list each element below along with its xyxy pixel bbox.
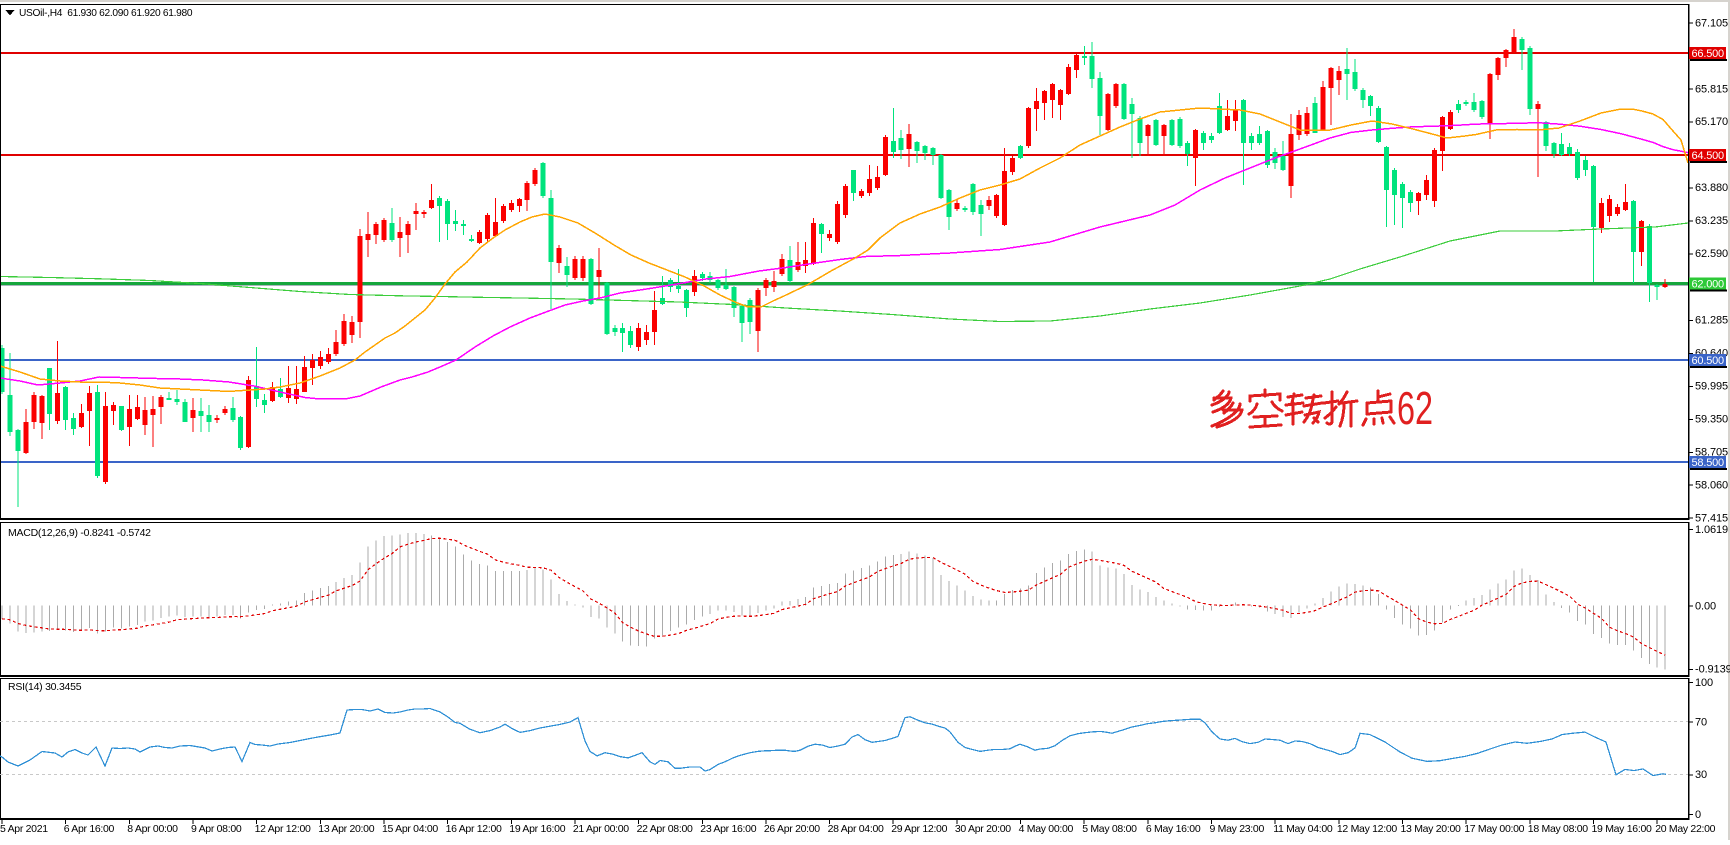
svg-text:58.705: 58.705: [1695, 447, 1728, 459]
svg-text:0.00: 0.00: [1695, 600, 1716, 612]
svg-text:12 Apr 12:00: 12 Apr 12:00: [255, 823, 311, 835]
svg-text:19 May 16:00: 19 May 16:00: [1592, 823, 1652, 835]
svg-text:30: 30: [1695, 769, 1707, 781]
svg-text:6 May 16:00: 6 May 16:00: [1146, 823, 1201, 835]
svg-text:15 Apr 04:00: 15 Apr 04:00: [382, 823, 438, 835]
svg-text:MACD(12,26,9) -0.8241 -0.5742: MACD(12,26,9) -0.8241 -0.5742: [8, 527, 151, 539]
svg-text:58.500: 58.500: [1692, 457, 1725, 469]
svg-text:8 Apr 00:00: 8 Apr 00:00: [127, 823, 178, 835]
svg-text:63.235: 63.235: [1695, 215, 1728, 227]
svg-text:30 Apr 20:00: 30 Apr 20:00: [955, 823, 1011, 835]
svg-text:66.500: 66.500: [1692, 48, 1725, 60]
svg-text:9 Apr 08:00: 9 Apr 08:00: [191, 823, 242, 835]
svg-text:0: 0: [1695, 809, 1701, 821]
svg-text:1.0619: 1.0619: [1695, 524, 1728, 536]
svg-text:100: 100: [1695, 677, 1713, 689]
svg-text:9 May 23:00: 9 May 23:00: [1210, 823, 1265, 835]
svg-text:21 Apr 00:00: 21 Apr 00:00: [573, 823, 629, 835]
svg-text:11 May 04:00: 11 May 04:00: [1273, 823, 1333, 835]
svg-text:70: 70: [1695, 716, 1707, 728]
svg-text:5 May 08:00: 5 May 08:00: [1082, 823, 1137, 835]
svg-text:62.000: 62.000: [1692, 279, 1725, 291]
svg-text:59.995: 59.995: [1695, 381, 1728, 393]
svg-text:RSI(14) 30.3455: RSI(14) 30.3455: [8, 681, 82, 693]
svg-text:USOil-,H4 61.930 62.090 61.92: USOil-,H4 61.930 62.090 61.920 61.980: [19, 8, 193, 19]
svg-text:19 Apr 16:00: 19 Apr 16:00: [509, 823, 565, 835]
svg-text:22 Apr 08:00: 22 Apr 08:00: [637, 823, 693, 835]
svg-text:62: 62: [1397, 382, 1433, 434]
svg-text:17 May 00:00: 17 May 00:00: [1464, 823, 1524, 835]
svg-text:6 Apr 16:00: 6 Apr 16:00: [64, 823, 115, 835]
svg-text:23 Apr 16:00: 23 Apr 16:00: [700, 823, 756, 835]
svg-text:18 May 08:00: 18 May 08:00: [1528, 823, 1588, 835]
svg-text:-0.9139: -0.9139: [1695, 664, 1730, 676]
svg-text:59.350: 59.350: [1695, 414, 1728, 426]
svg-text:58.060: 58.060: [1695, 480, 1728, 492]
svg-text:65.170: 65.170: [1695, 116, 1728, 128]
svg-text:60.500: 60.500: [1692, 355, 1725, 367]
svg-text:16 Apr 12:00: 16 Apr 12:00: [446, 823, 502, 835]
svg-text:67.105: 67.105: [1695, 17, 1728, 29]
svg-text:20 May 22:00: 20 May 22:00: [1655, 823, 1715, 835]
svg-text:28 Apr 04:00: 28 Apr 04:00: [828, 823, 884, 835]
svg-text:5 Apr 2021: 5 Apr 2021: [0, 823, 48, 835]
svg-text:61.285: 61.285: [1695, 315, 1728, 327]
svg-text:13 Apr 20:00: 13 Apr 20:00: [318, 823, 374, 835]
svg-text:62.590: 62.590: [1695, 248, 1728, 260]
svg-text:13 May 20:00: 13 May 20:00: [1401, 823, 1461, 835]
svg-text:12 May 12:00: 12 May 12:00: [1337, 823, 1397, 835]
svg-text:26 Apr 20:00: 26 Apr 20:00: [764, 823, 820, 835]
svg-text:65.815: 65.815: [1695, 83, 1728, 95]
svg-text:4 May 00:00: 4 May 00:00: [1019, 823, 1074, 835]
svg-text:64.500: 64.500: [1692, 150, 1725, 162]
svg-text:29 Apr 12:00: 29 Apr 12:00: [891, 823, 947, 835]
svg-text:63.880: 63.880: [1695, 182, 1728, 194]
svg-text:57.415: 57.415: [1695, 513, 1728, 525]
